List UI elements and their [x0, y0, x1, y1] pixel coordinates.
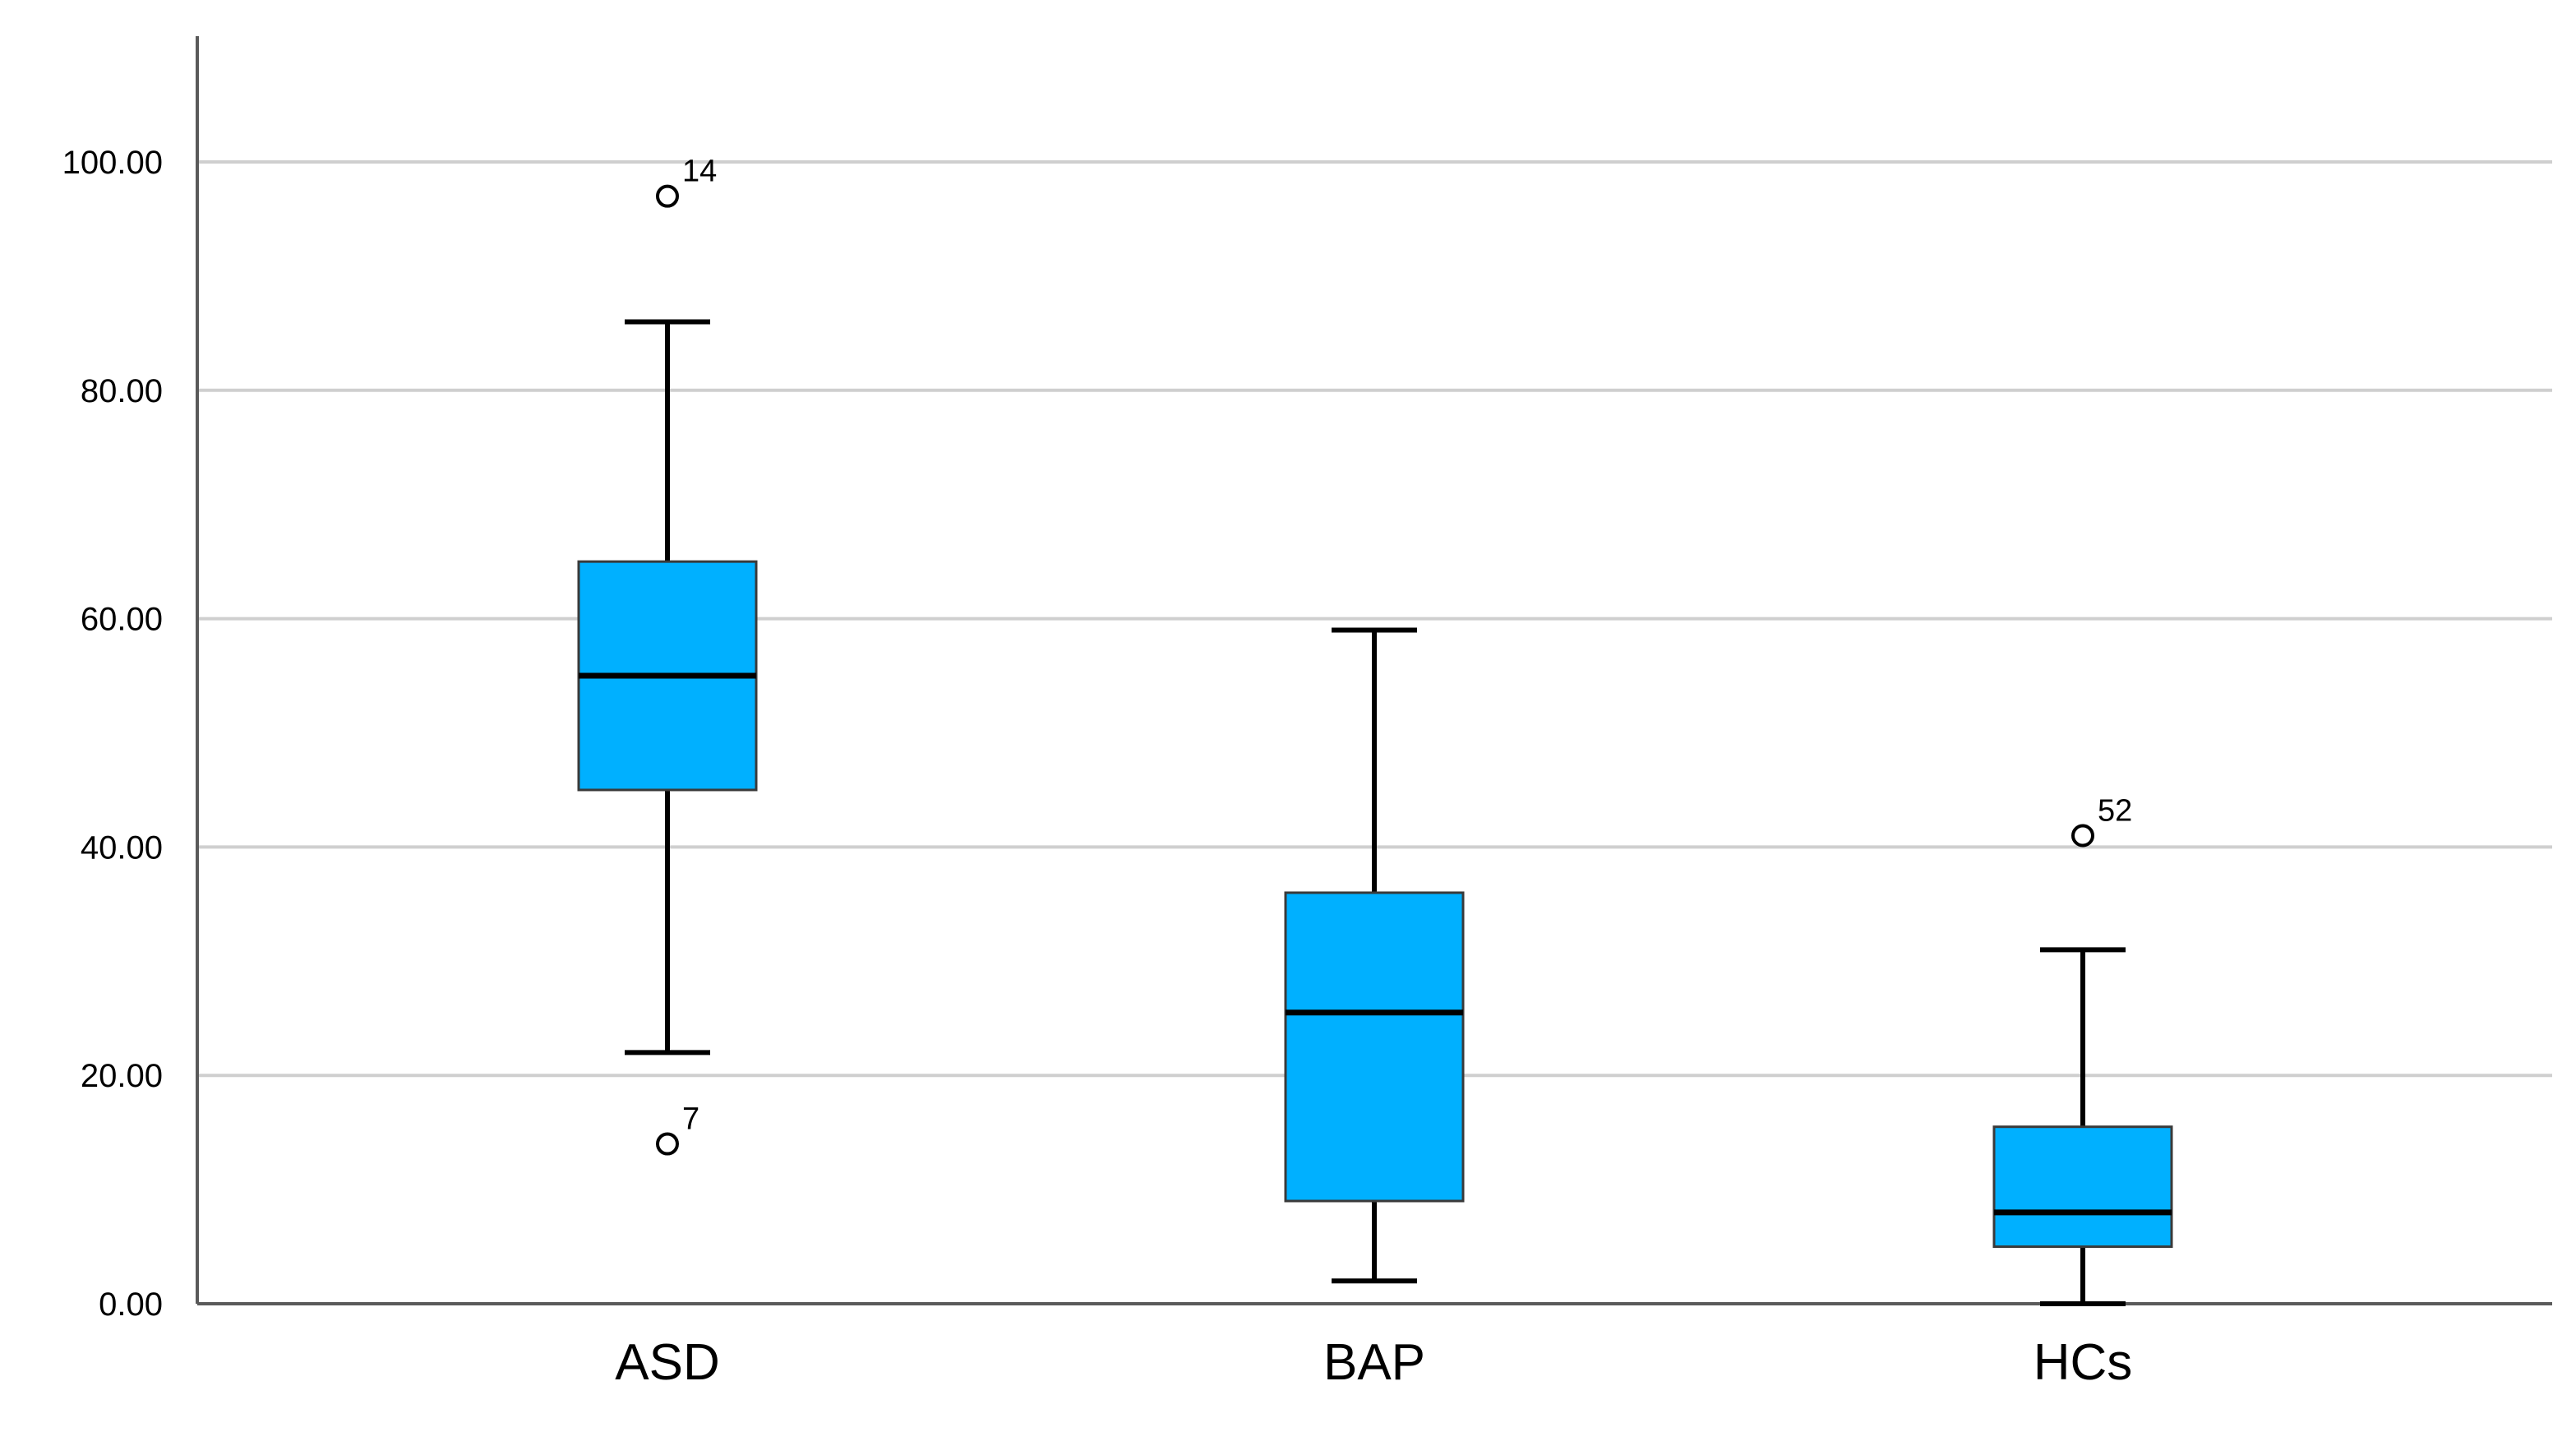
- axes: [196, 36, 2552, 1305]
- boxes: 14 7 52: [577, 155, 2173, 1306]
- x-category-label: HCs: [2034, 1334, 2133, 1391]
- y-tick-label: 0.00: [99, 1286, 163, 1323]
- outlier-label: 14: [682, 155, 717, 189]
- y-tick-label: 40.00: [81, 829, 163, 866]
- y-tick-label: 80.00: [81, 373, 163, 409]
- iqr-box: [1992, 1125, 2173, 1249]
- outlier-marker: [2071, 824, 2094, 848]
- iqr-box: [1284, 891, 1465, 1203]
- x-category-label: ASD: [615, 1334, 719, 1391]
- outlier-marker: [656, 1132, 679, 1156]
- y-tick-label: 100.00: [62, 145, 163, 181]
- y-tick-label: 60.00: [81, 602, 163, 638]
- y-tick-label: 20.00: [81, 1058, 163, 1094]
- box-group-asd: 14 7: [577, 155, 758, 1156]
- outlier-label: 52: [2098, 794, 2132, 829]
- y-axis-tick-labels: 0.00 20.00 40.00 60.00 80.00 100.00: [62, 145, 163, 1323]
- outlier-marker: [656, 184, 679, 208]
- x-axis-category-labels: ASD BAP HCs: [615, 1334, 2132, 1391]
- box-group-bap: [1284, 627, 1465, 1284]
- outlier-label: 7: [682, 1102, 699, 1137]
- x-category-label: BAP: [1323, 1334, 1425, 1391]
- box-group-hcs: 52: [1992, 794, 2173, 1306]
